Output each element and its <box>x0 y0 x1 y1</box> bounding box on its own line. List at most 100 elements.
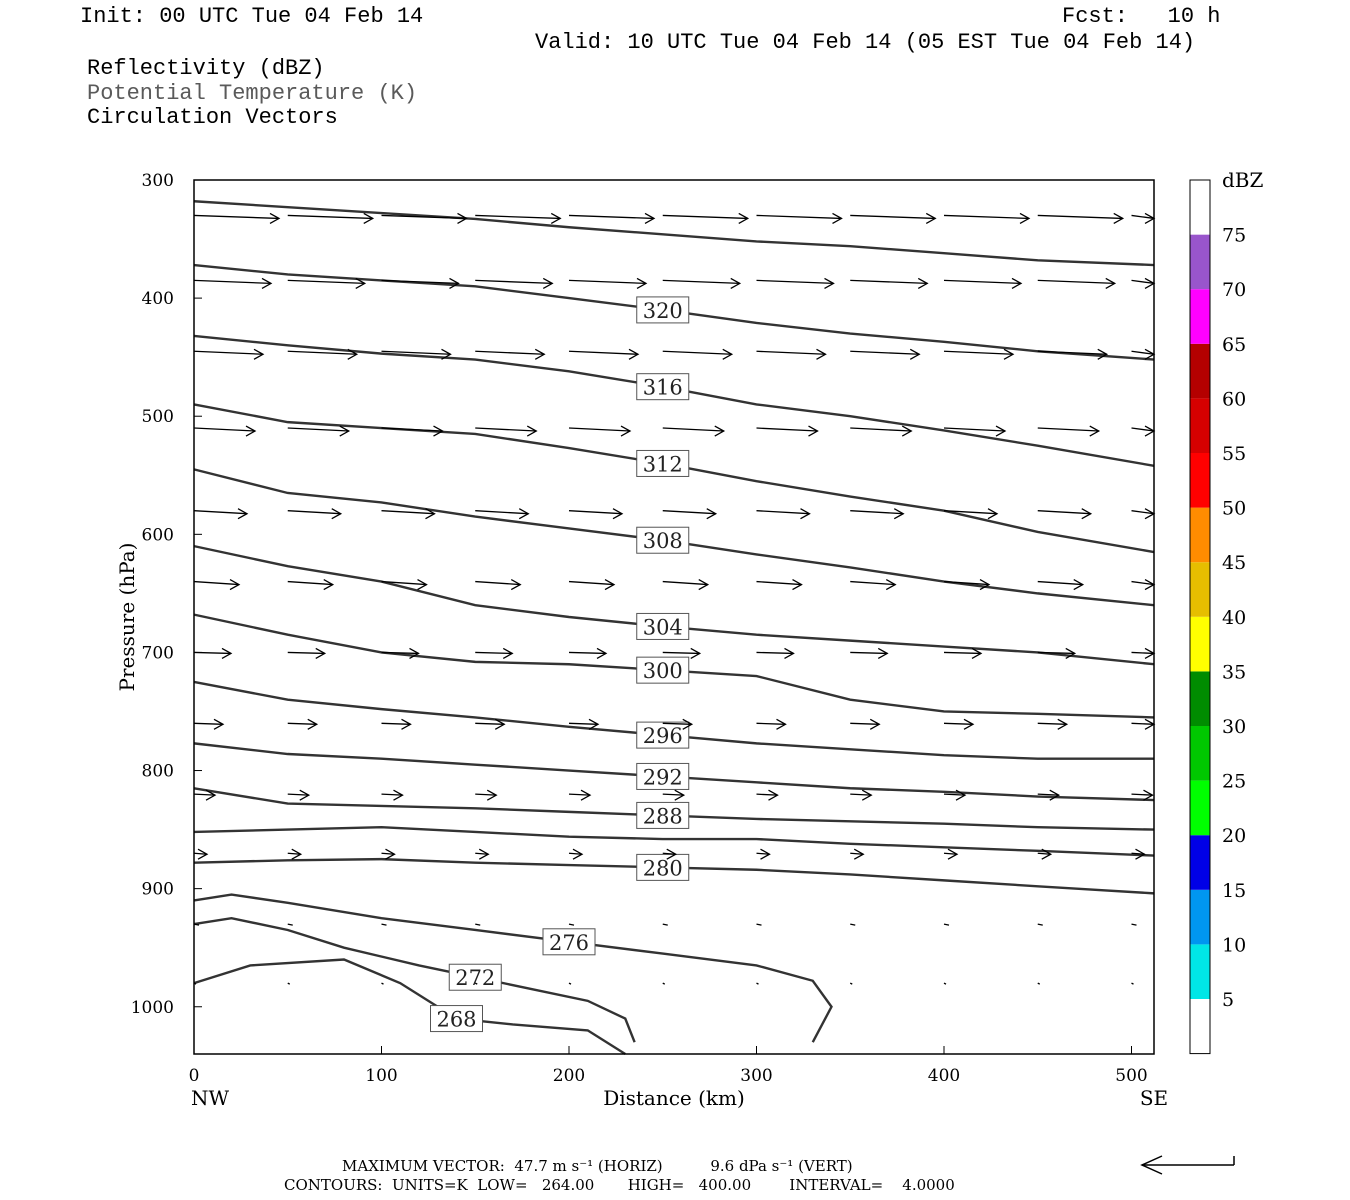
vector-arrow <box>943 348 1015 360</box>
colorbar-level-label: 25 <box>1222 771 1246 793</box>
x-tick-label: 400 <box>928 1066 960 1086</box>
y-tick-label: 700 <box>142 643 174 663</box>
vector-arrow <box>849 982 853 985</box>
vector-arrow <box>193 277 273 289</box>
colorbar-level-label: 30 <box>1222 716 1246 738</box>
vector-arrow <box>193 848 209 860</box>
vector-arrow <box>943 212 1031 225</box>
vector-arrow <box>1131 277 1156 289</box>
vector-arrow <box>475 508 530 520</box>
vector-arrow <box>1131 718 1156 730</box>
vector-arrow <box>381 277 460 289</box>
vector-arrow <box>568 578 616 591</box>
vector-arrow <box>756 718 787 730</box>
vector-arrow <box>662 848 678 860</box>
init-time: Init: 00 UTC Tue 04 Feb 14 <box>80 4 424 29</box>
vector-arrow <box>475 348 546 360</box>
colorbar-segment <box>1190 944 1210 999</box>
vector-arrow <box>943 982 947 985</box>
vector-arrow <box>662 982 666 985</box>
vector-arrow <box>475 718 506 730</box>
x-tick-label: 500 <box>1115 1066 1147 1086</box>
circulation-vectors <box>193 212 1156 985</box>
vector-arrow <box>756 647 795 660</box>
svg-text:276: 276 <box>549 931 589 955</box>
colorbar-level-label: 15 <box>1222 880 1246 902</box>
vector-arrow <box>850 348 921 360</box>
contour-label: 308 <box>636 526 690 554</box>
contour-line <box>193 200 1155 267</box>
contour-label: 300 <box>636 656 690 684</box>
vector-arrow <box>943 923 950 926</box>
contour-label: 296 <box>636 721 690 749</box>
contour-label: 312 <box>636 449 690 477</box>
colorbar-level-label: 5 <box>1222 989 1234 1011</box>
vector-arrow <box>1131 923 1137 926</box>
vector-arrow <box>193 578 241 591</box>
svg-text:300: 300 <box>643 659 683 683</box>
vector-arrow <box>943 425 1007 437</box>
vector-arrow <box>287 848 303 860</box>
vector-arrow <box>474 982 478 985</box>
vector-arrow <box>1037 508 1093 520</box>
colorbar-segment <box>1190 726 1210 781</box>
vector-arrow <box>1131 982 1134 985</box>
vector-arrow <box>756 508 811 520</box>
vector-arrow <box>568 647 608 660</box>
vector-arrow <box>943 789 967 801</box>
vector-arrow <box>381 923 387 926</box>
colorbar-level-label: 35 <box>1222 661 1246 683</box>
vector-arrow <box>662 647 702 660</box>
forecast-hour: Fcst: 10 h <box>1062 4 1221 29</box>
vector-arrow <box>193 348 265 360</box>
vector-arrow <box>381 848 396 860</box>
colorbar-segment <box>1190 234 1210 290</box>
svg-text:320: 320 <box>643 299 683 323</box>
x-end-label-left: NW <box>191 1086 230 1110</box>
svg-text:268: 268 <box>436 1008 476 1032</box>
vector-arrow <box>287 578 335 591</box>
vector-arrow <box>756 212 843 225</box>
vector-arrow <box>1037 348 1109 360</box>
vector-arrow <box>943 718 975 730</box>
vector-arrow <box>1131 647 1156 660</box>
vector-arrow <box>1037 718 1069 730</box>
colorbar-segment <box>1190 180 1210 235</box>
vector-arrow <box>1037 923 1043 926</box>
vector-arrow <box>850 848 865 860</box>
vector-arrow <box>193 212 281 225</box>
vector-arrow <box>568 848 584 860</box>
colorbar-segment <box>1190 780 1210 836</box>
vector-arrow <box>756 848 771 860</box>
vector-arrow <box>850 789 873 801</box>
vector-arrow <box>475 923 481 926</box>
vector-arrow <box>475 425 538 437</box>
vector-arrow <box>287 647 327 660</box>
colorbar-segment <box>1190 343 1210 399</box>
vector-arrow <box>1131 212 1156 225</box>
colorbar-level-label: 10 <box>1222 934 1246 956</box>
vector-arrow <box>287 923 293 926</box>
y-tick-label: 600 <box>142 525 174 545</box>
vector-arrow <box>193 789 217 801</box>
vector-arrow <box>381 647 420 660</box>
vector-arrow <box>850 578 897 591</box>
vector-arrow <box>850 425 913 437</box>
svg-text:304: 304 <box>643 615 683 639</box>
colorbar-level-label: 40 <box>1222 607 1246 629</box>
x-tick-label: 200 <box>553 1066 585 1086</box>
vector-arrow <box>287 348 359 360</box>
contour-line <box>193 916 636 1043</box>
vector-arrow <box>381 508 436 520</box>
vector-arrow <box>662 348 734 360</box>
vector-arrow <box>662 508 718 520</box>
contour-label: 288 <box>636 801 690 829</box>
vector-arrow <box>943 647 983 660</box>
vector-arrow <box>1037 848 1053 860</box>
field-circulation-vectors: Circulation Vectors <box>87 105 338 130</box>
colorbar-segment <box>1190 562 1210 617</box>
svg-text:292: 292 <box>643 765 683 789</box>
svg-text:316: 316 <box>643 376 683 400</box>
vector-arrow <box>475 848 490 860</box>
vector-arrow <box>1037 277 1117 289</box>
